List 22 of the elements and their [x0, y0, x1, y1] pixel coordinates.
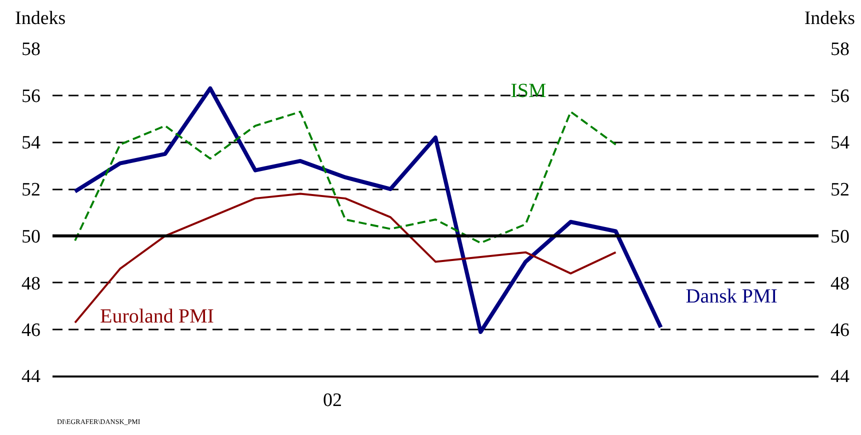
- y-axis-title: Indeks: [15, 7, 66, 31]
- y2-tick-label: 54: [830, 132, 850, 154]
- y-tick-label: 48: [22, 273, 40, 294]
- text: 02: [323, 389, 342, 413]
- y-tick-label: 58: [22, 39, 40, 60]
- y2-tick-label: 46: [830, 320, 850, 342]
- line-series: [74, 192, 617, 324]
- series-label: Euroland PMI: [100, 306, 214, 328]
- y2-tick-label: 50: [830, 226, 850, 248]
- y2-axis-title: Indeks: [804, 7, 855, 31]
- line-series: [74, 110, 617, 244]
- y2-tick-label: 48: [830, 273, 850, 294]
- y2-tick-label: 52: [830, 180, 850, 201]
- y-tick-label: 54: [22, 132, 41, 154]
- y-tick-label: 56: [22, 86, 40, 107]
- series-label: ISM: [510, 80, 546, 102]
- y-tick-label: 50: [22, 226, 40, 248]
- y-tick-label: 52: [22, 180, 40, 201]
- y-tick-label: 46: [22, 320, 40, 342]
- series-label: Dansk PMI: [686, 285, 778, 308]
- y2-tick-label: 58: [830, 39, 850, 60]
- y2-tick-label: 56: [830, 86, 850, 107]
